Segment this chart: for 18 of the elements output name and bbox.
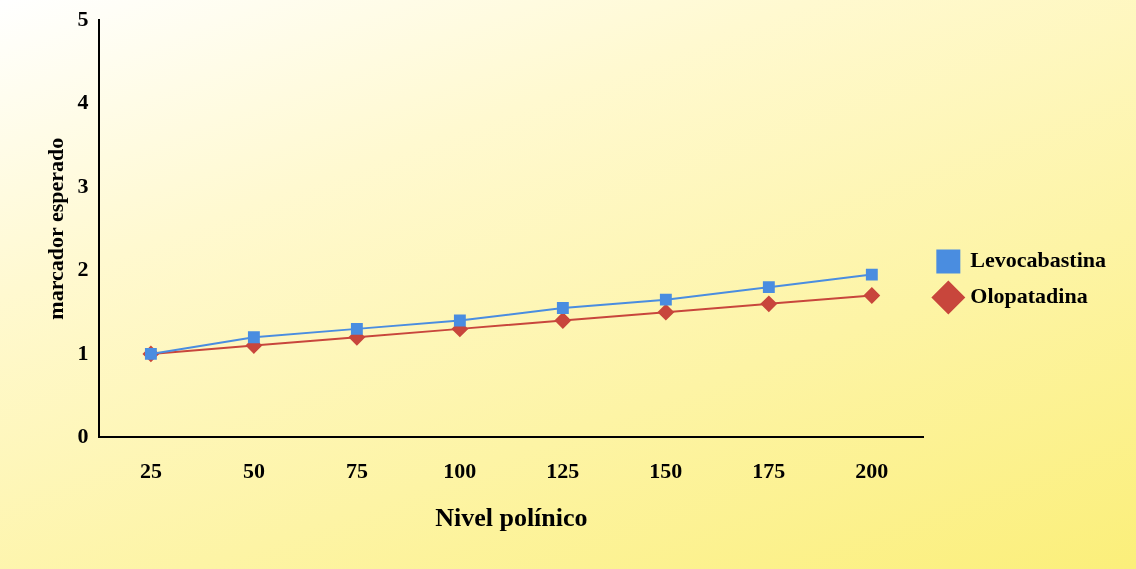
x-tick-label: 100 (443, 458, 477, 484)
legend-label: Levocabastina (970, 247, 1107, 273)
y-tick-label: 3 (77, 172, 89, 198)
x-tick-label: 125 (546, 458, 580, 484)
y-tick-label: 1 (77, 339, 89, 365)
y-tick-label: 2 (77, 256, 89, 282)
x-tick-label: 50 (242, 458, 265, 484)
x-tick-label: 75 (345, 458, 368, 484)
y-axis-title: marcador esperado (42, 137, 68, 320)
x-tick-label: 175 (752, 458, 786, 484)
y-tick-label: 5 (77, 5, 89, 31)
legend-label: Olopatadina (970, 283, 1088, 309)
x-tick-label: 150 (649, 458, 683, 484)
y-tick-label: 4 (77, 89, 89, 115)
x-tick-label: 25 (139, 458, 162, 484)
x-axis-title: Nivel polínico (435, 503, 588, 533)
x-tick-label: 200 (855, 458, 889, 484)
y-tick-label: 0 (77, 423, 89, 449)
